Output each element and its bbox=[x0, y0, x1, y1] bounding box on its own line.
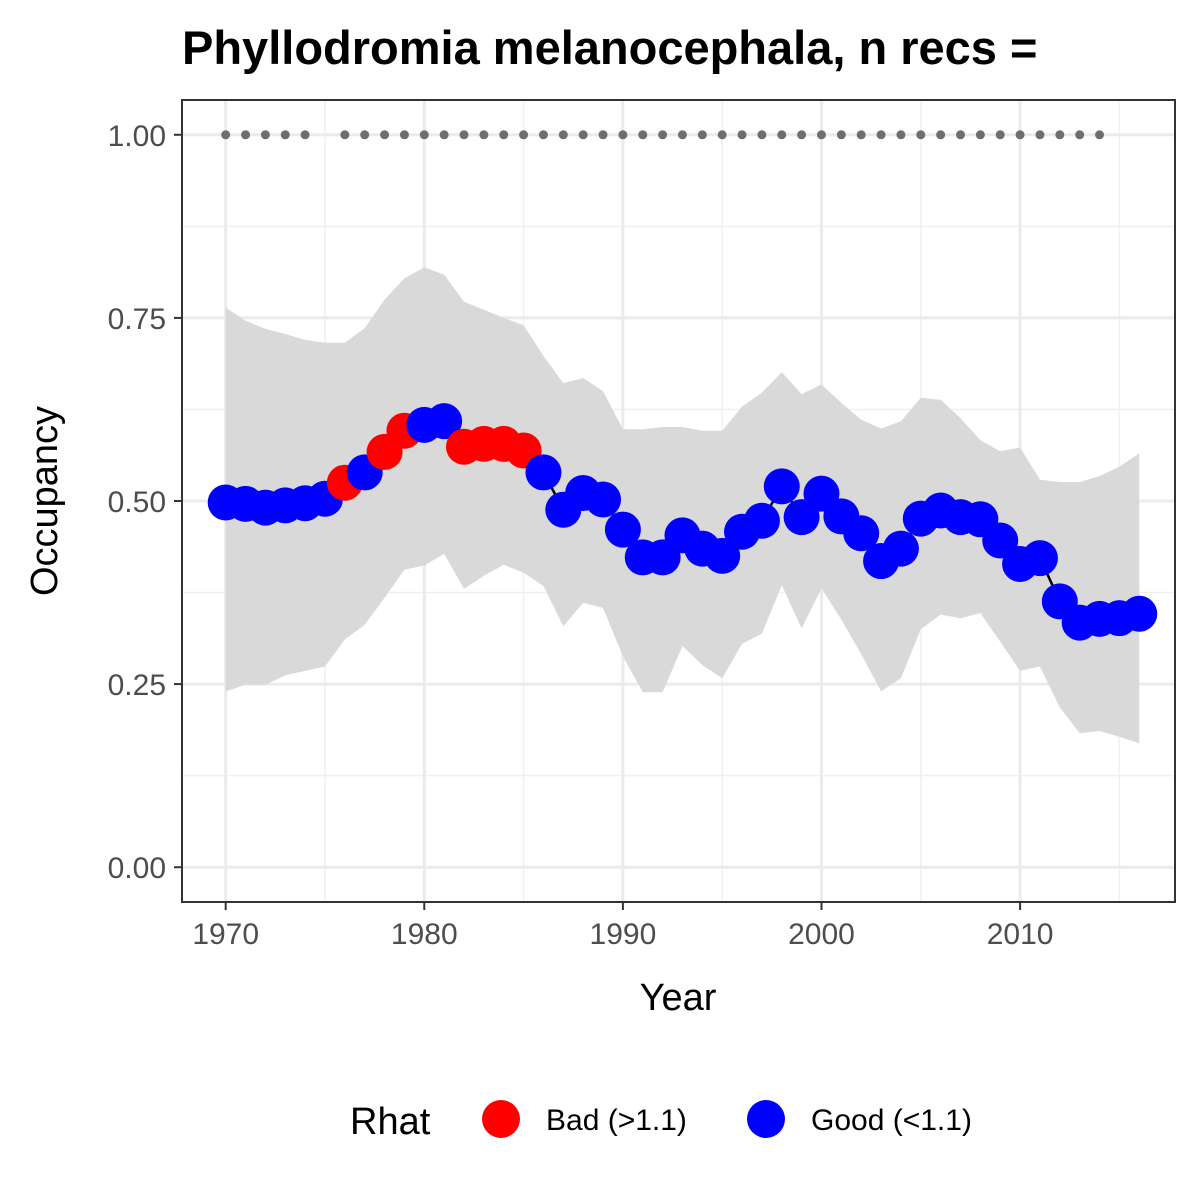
record-dot bbox=[757, 130, 767, 140]
record-dot bbox=[439, 130, 449, 140]
y-axis-title: Occupancy bbox=[24, 406, 66, 596]
record-dot bbox=[598, 130, 608, 140]
x-axis-title: Year bbox=[640, 977, 717, 1019]
y-tick-labels: 0.00 0.25 0.50 0.75 1.00 bbox=[108, 120, 166, 885]
record-dot bbox=[916, 130, 926, 140]
record-dot bbox=[956, 130, 966, 140]
record-dot bbox=[618, 130, 628, 140]
record-dot bbox=[797, 130, 807, 140]
record-dot bbox=[241, 130, 251, 140]
occupancy-point bbox=[743, 502, 780, 539]
occupancy-point bbox=[704, 537, 741, 574]
record-dot bbox=[519, 130, 529, 140]
x-tick-labels: 1970 1980 1990 2000 2010 bbox=[192, 918, 1053, 951]
record-dot bbox=[300, 130, 310, 140]
record-dot bbox=[658, 130, 668, 140]
y-tick-label: 1.00 bbox=[108, 120, 166, 153]
legend-label-good: Good (<1.1) bbox=[811, 1104, 972, 1137]
record-dot bbox=[896, 130, 906, 140]
record-dot bbox=[1075, 130, 1085, 140]
record-dot bbox=[638, 130, 648, 140]
chart-title: Phyllodromia melanocephala, n recs = bbox=[182, 21, 1037, 74]
occupancy-point bbox=[1021, 540, 1058, 577]
record-dot bbox=[280, 130, 290, 140]
record-dot bbox=[717, 130, 727, 140]
occupancy-point bbox=[426, 403, 463, 440]
legend: Rhat Bad (>1.1) Good (<1.1) bbox=[350, 1100, 972, 1143]
occupancy-points-layer bbox=[207, 403, 1158, 641]
record-dot bbox=[856, 130, 866, 140]
record-dot bbox=[995, 130, 1005, 140]
occupancy-point bbox=[1121, 595, 1158, 632]
record-dot bbox=[399, 130, 409, 140]
record-dot bbox=[737, 130, 747, 140]
record-dot bbox=[340, 130, 350, 140]
record-dots-layer bbox=[221, 130, 1105, 140]
occupancy-point bbox=[763, 468, 800, 505]
record-dot bbox=[538, 130, 548, 140]
legend-key-bad bbox=[482, 1100, 520, 1138]
y-tick-label: 0.75 bbox=[108, 303, 166, 336]
confidence-ribbon-layer bbox=[225, 267, 1140, 744]
x-tick-label: 1980 bbox=[391, 918, 458, 951]
record-dot bbox=[1055, 130, 1065, 140]
record-dot bbox=[499, 130, 509, 140]
occupancy-point bbox=[585, 481, 622, 518]
record-dot bbox=[777, 130, 787, 140]
x-tick-label: 2000 bbox=[788, 918, 855, 951]
y-tick-label: 0.25 bbox=[108, 669, 166, 702]
x-tick-label: 1990 bbox=[590, 918, 657, 951]
occupancy-point bbox=[783, 499, 820, 536]
record-dot bbox=[479, 130, 489, 140]
x-tick-label: 2010 bbox=[987, 918, 1054, 951]
occupancy-point bbox=[882, 530, 919, 567]
occupancy-point bbox=[843, 515, 880, 552]
record-dot bbox=[1035, 130, 1045, 140]
record-dot bbox=[221, 130, 231, 140]
legend-key-good bbox=[747, 1100, 785, 1138]
occupancy-point bbox=[604, 511, 641, 548]
record-dot bbox=[419, 130, 429, 140]
record-dot bbox=[816, 130, 826, 140]
record-dot bbox=[677, 130, 687, 140]
occupancy-point bbox=[525, 454, 562, 491]
confidence-ribbon bbox=[225, 267, 1140, 744]
x-tick-label: 1970 bbox=[192, 918, 259, 951]
occupancy-point bbox=[982, 522, 1019, 559]
record-dot bbox=[380, 130, 390, 140]
record-dot bbox=[1095, 130, 1105, 140]
y-tick-label: 0.50 bbox=[108, 486, 166, 519]
record-dot bbox=[836, 130, 846, 140]
record-dot bbox=[876, 130, 886, 140]
y-tick-label: 0.00 bbox=[108, 852, 166, 885]
axis-ticks bbox=[174, 133, 1022, 910]
record-dot bbox=[697, 130, 707, 140]
legend-label-bad: Bad (>1.1) bbox=[546, 1104, 687, 1137]
record-dot bbox=[360, 130, 370, 140]
record-dot bbox=[260, 130, 270, 140]
record-dot bbox=[558, 130, 568, 140]
record-dot bbox=[936, 130, 946, 140]
legend-title: Rhat bbox=[350, 1101, 431, 1143]
record-dot bbox=[459, 130, 469, 140]
record-dot bbox=[1015, 130, 1025, 140]
record-dot bbox=[578, 130, 588, 140]
record-dot bbox=[975, 130, 985, 140]
